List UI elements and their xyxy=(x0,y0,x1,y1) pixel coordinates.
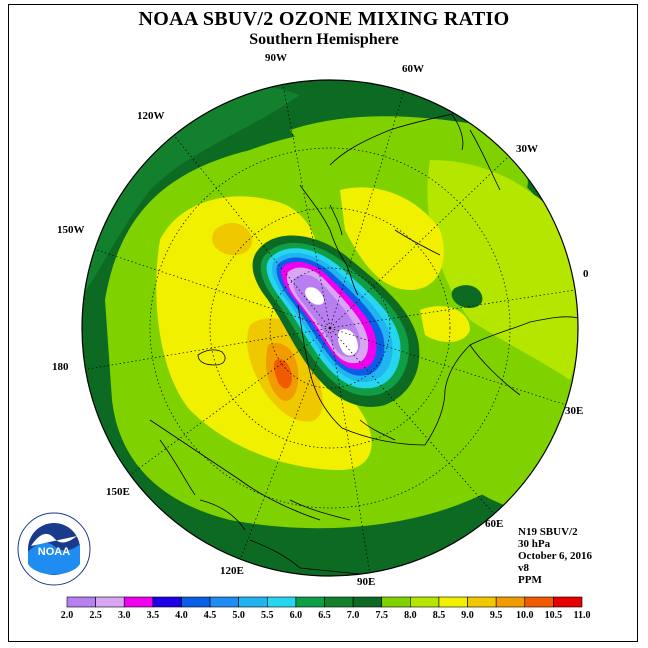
lon-label: 30E xyxy=(565,405,583,417)
plot-frame xyxy=(8,4,638,642)
lon-label: 150E xyxy=(106,486,130,498)
legend-swatch xyxy=(352,596,383,608)
legend-swatch xyxy=(438,596,468,608)
legend-swatch xyxy=(324,596,354,608)
legend-tick-label: 4.0 xyxy=(175,610,188,621)
version-label: v8 xyxy=(518,562,529,574)
legend-tick-label: 3.5 xyxy=(147,610,160,621)
map-boundary xyxy=(81,79,579,577)
legend-tick-label: 6.0 xyxy=(290,610,303,621)
lon-label: 90W xyxy=(265,52,287,64)
lon-label: 60W xyxy=(402,63,424,75)
legend-swatch xyxy=(524,596,554,608)
ozone-field xyxy=(82,80,578,576)
legend-swatch xyxy=(295,596,325,608)
legend-tick-label: 8.5 xyxy=(433,610,446,621)
legend-tick-label: 9.0 xyxy=(461,610,474,621)
info-block: N19 SBUV/2 30 hPa October 6, 2016 v8 PPM xyxy=(518,526,592,586)
date-label: October 6, 2016 xyxy=(518,550,593,562)
legend-swatch xyxy=(410,596,440,608)
map-title: NOAA SBUV/2 OZONE MIXING RATIO xyxy=(138,8,510,30)
legend-swatch xyxy=(181,596,211,608)
legend-tick-label: 10.0 xyxy=(516,610,534,621)
legend-tick-label: 4.5 xyxy=(204,610,217,621)
legend-tick-label: 9.5 xyxy=(490,610,503,621)
legend-swatch xyxy=(238,596,268,608)
noaa-logo: NOAA xyxy=(17,512,91,586)
legend-tick-label: 2.5 xyxy=(89,610,102,621)
lon-label: 120E xyxy=(220,565,244,577)
legend-tick-label: 2.0 xyxy=(61,610,74,621)
legend-tick-label: 7.5 xyxy=(375,610,388,621)
lon-label: 90E xyxy=(357,576,375,588)
lon-label: 0 xyxy=(583,268,589,280)
lon-label: 30W xyxy=(516,143,538,155)
lon-label: 120W xyxy=(137,110,165,122)
longitude-labels: 90W 60W 30W 0 30E 60E 90E 120E 150E 180 … xyxy=(52,52,589,588)
legend-tick-label: 7.0 xyxy=(347,610,360,621)
legend-tick-label: 5.0 xyxy=(232,610,245,621)
legend-tick-label: 8.0 xyxy=(404,610,417,621)
legend-swatch xyxy=(123,596,154,608)
legend-tick-label: 5.5 xyxy=(261,610,274,621)
lon-label: 150W xyxy=(57,224,85,236)
legend-swatch xyxy=(266,596,297,608)
legend-ticks: 2.0 2.5 3.0 3.5 4.0 4.5 5.0 5.5 6.0 6.5 7.0 7.5 8.0 8… xyxy=(61,610,591,621)
legend-swatch xyxy=(467,596,497,608)
graticule xyxy=(82,80,576,575)
legend-swatches xyxy=(66,596,583,608)
lon-label: 60E xyxy=(485,518,503,530)
map-subtitle: Southern Hemisphere xyxy=(249,31,399,48)
legend-swatch xyxy=(495,596,526,608)
satellite-label: N19 SBUV/2 xyxy=(518,526,578,538)
units-label: PPM xyxy=(518,574,542,586)
lon-label: 180 xyxy=(52,361,69,373)
legend-tick-label: 10.5 xyxy=(545,610,563,621)
legend-tick-label: 11.0 xyxy=(574,610,591,621)
legend-swatch xyxy=(553,596,583,608)
legend-tick-label: 3.0 xyxy=(118,610,131,621)
legend-swatch xyxy=(381,596,411,608)
legend-swatch xyxy=(209,596,239,608)
logo-text: NOAA xyxy=(38,546,70,558)
legend-swatch xyxy=(66,596,96,608)
legend-tick-label: 6.5 xyxy=(318,610,331,621)
legend-swatch xyxy=(95,596,125,608)
legend-swatch xyxy=(152,596,182,608)
pressure-label: 30 hPa xyxy=(518,538,551,550)
